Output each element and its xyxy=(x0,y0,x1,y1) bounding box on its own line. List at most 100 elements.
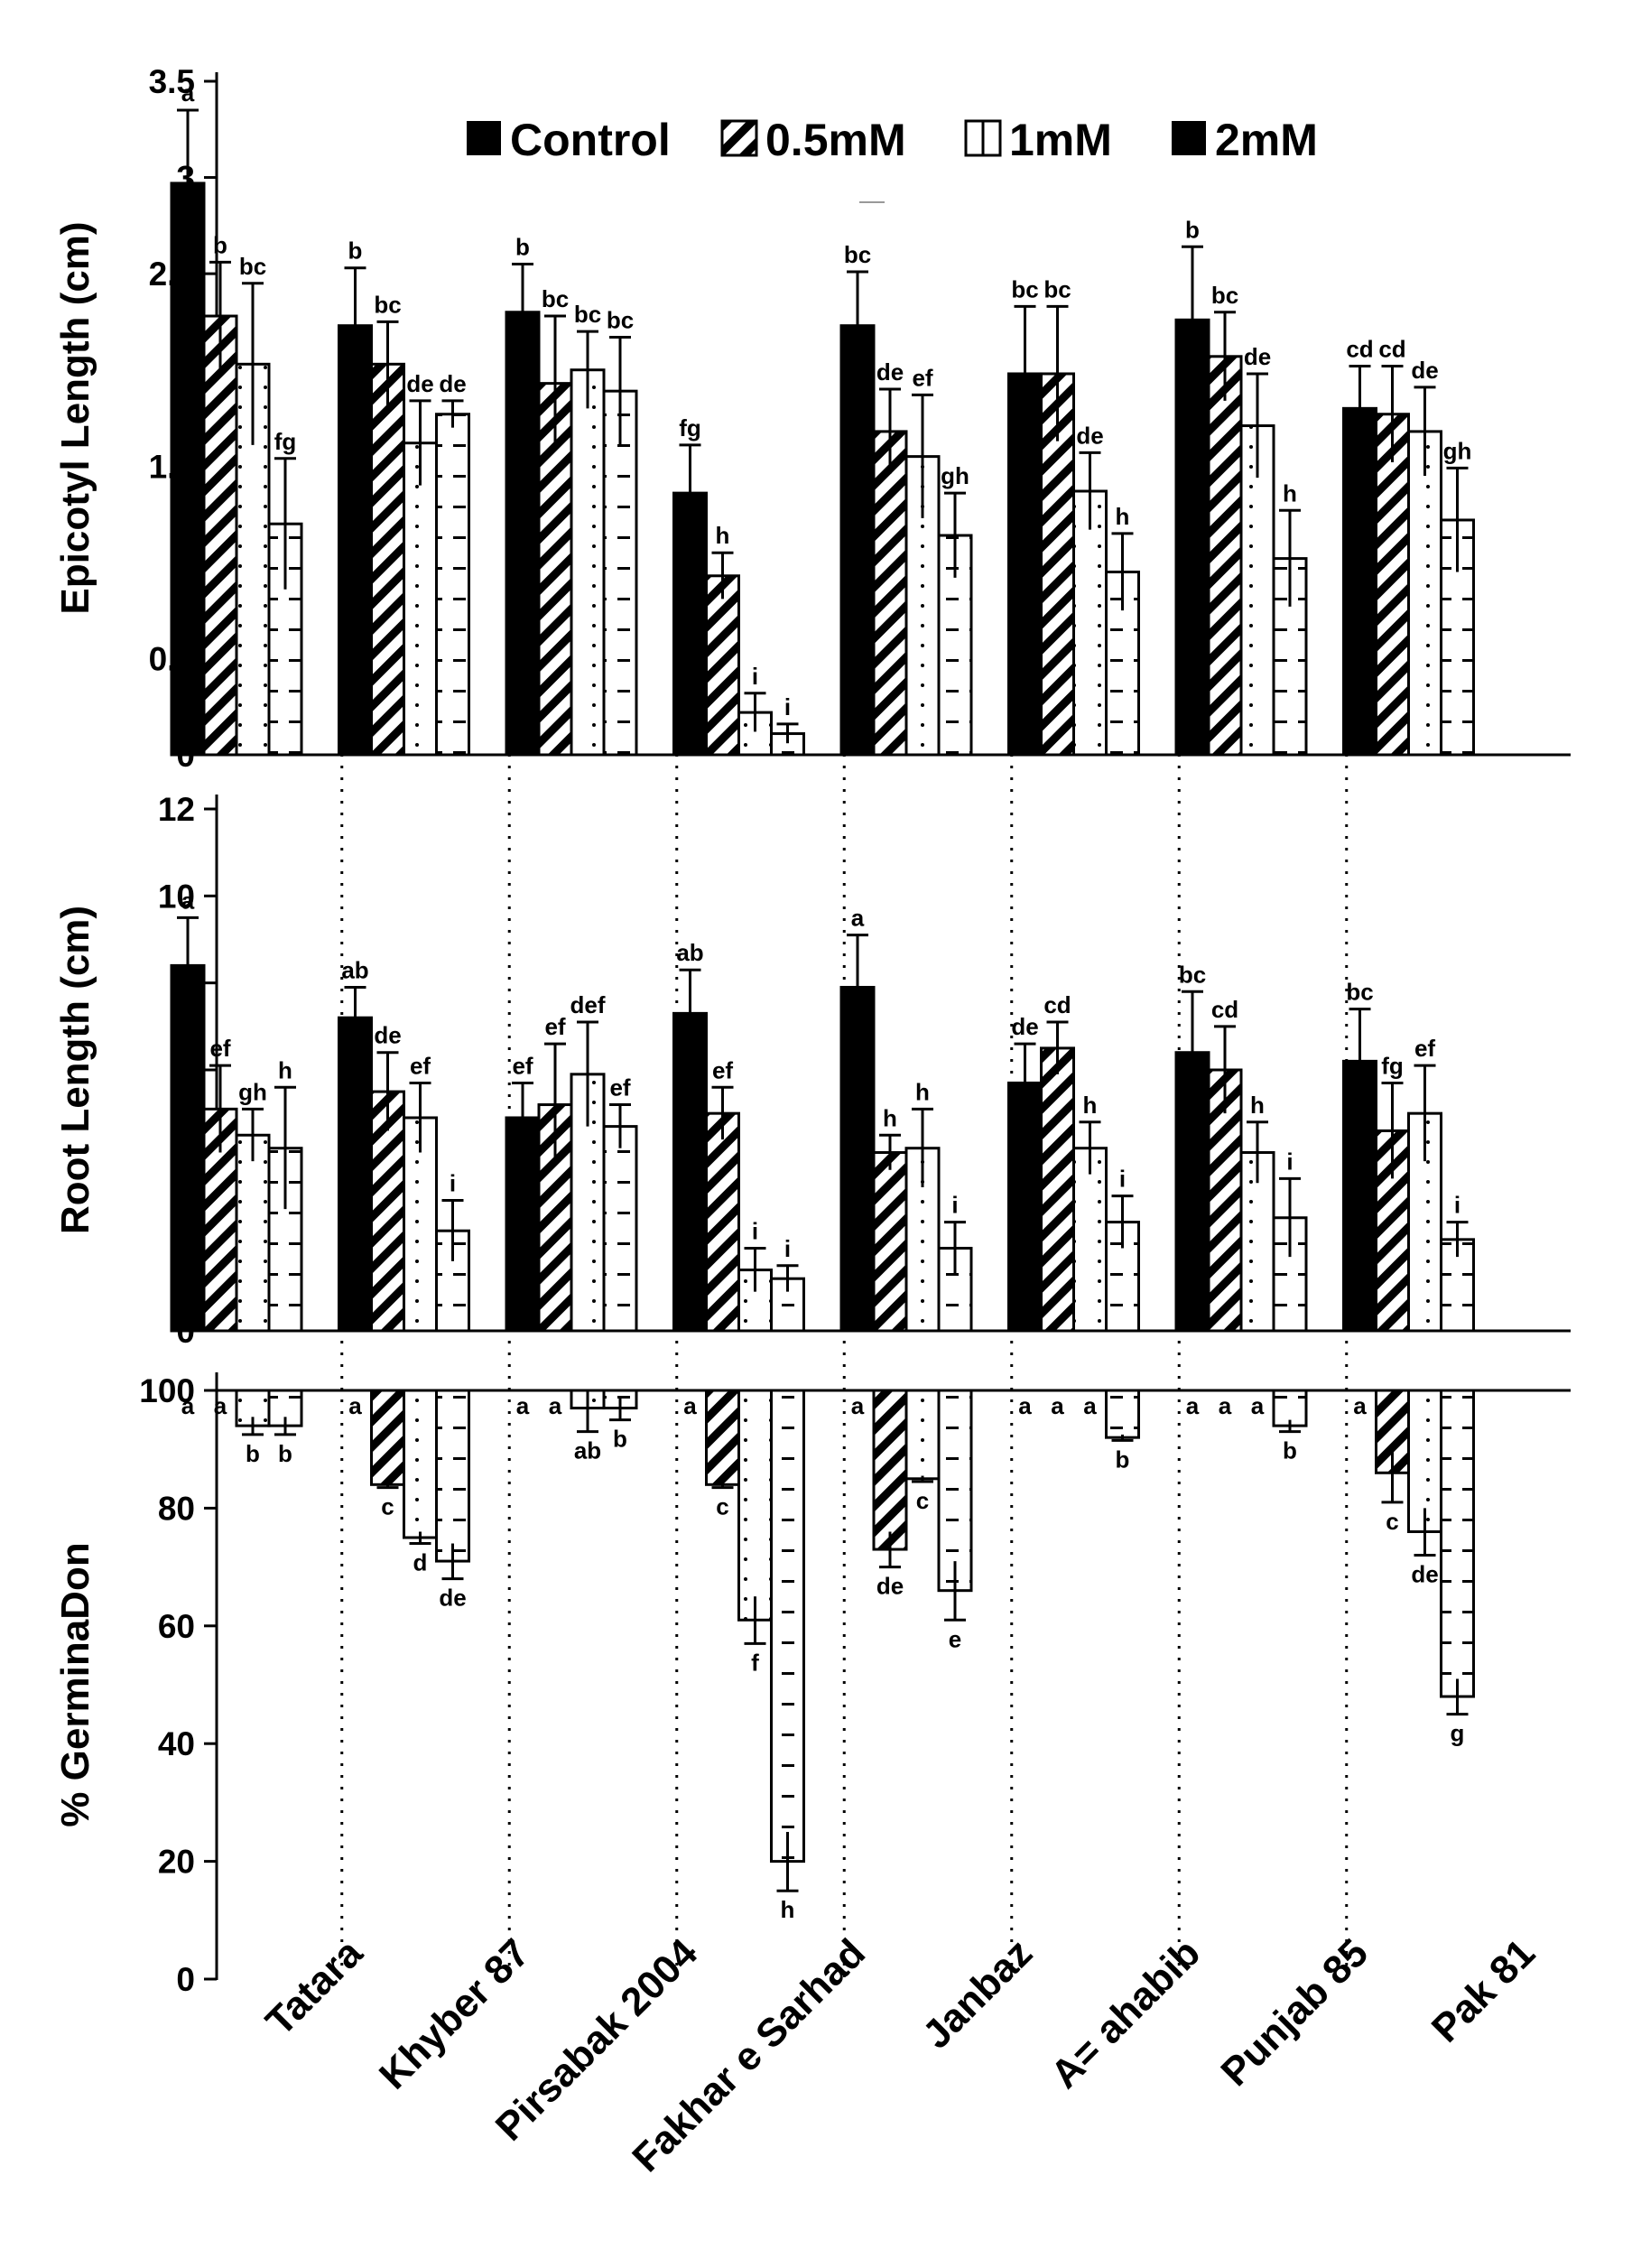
sig-letter-epicotyl-1-7: cd xyxy=(1378,335,1405,362)
sig-letter-root-3-6: i xyxy=(1286,1148,1293,1175)
x-category-label-5: Janbaz xyxy=(914,1930,1041,2057)
sig-letter-epicotyl-3-7: gh xyxy=(1443,437,1472,464)
sig-letter-germination-3-3: h xyxy=(781,1896,795,1923)
sig-letter-epicotyl-0-3: fg xyxy=(679,414,701,442)
sig-letter-root-1-7: fg xyxy=(1381,1052,1404,1079)
sig-letter-epicotyl-0-0: a xyxy=(181,79,195,107)
bar-epicotyl-1-3 xyxy=(705,574,740,757)
bar-epicotyl-2-1 xyxy=(403,442,438,757)
sig-letter-root-3-7: i xyxy=(1454,1192,1460,1219)
bar-germination-3-7 xyxy=(1440,1389,1475,1698)
bar-epicotyl-1-7 xyxy=(1375,413,1410,757)
bar-epicotyl-0-7 xyxy=(1342,406,1377,757)
sig-letter-epicotyl-2-3: i xyxy=(752,663,758,690)
sig-letter-germination-2-5: a xyxy=(1083,1392,1097,1419)
sig-letter-germination-1-6: a xyxy=(1219,1392,1232,1419)
y-tick-label-germination-3: 60 xyxy=(158,1608,195,1645)
bar-epicotyl-1-4 xyxy=(872,430,908,757)
bar-root-0-1 xyxy=(338,1016,373,1333)
sig-letter-root-1-2: ef xyxy=(544,1013,565,1040)
y-tick-label-root-6: 12 xyxy=(158,791,195,828)
legend-item-0-5mm: 0.5mM xyxy=(720,115,906,165)
sig-letter-germination-1-4: de xyxy=(876,1573,904,1600)
legend: Control 0.5mM 1mM 2mM xyxy=(467,115,1318,203)
sig-letter-germination-0-6: a xyxy=(1186,1392,1200,1419)
sig-letter-root-1-1: de xyxy=(374,1022,401,1049)
bar-germination-1-3 xyxy=(705,1389,740,1486)
sig-letter-epicotyl-1-0: b xyxy=(213,231,227,258)
bar-root-3-2 xyxy=(602,1125,638,1333)
bar-epicotyl-0-4 xyxy=(839,324,876,757)
sig-letter-root-1-5: cd xyxy=(1043,991,1071,1018)
bar-root-1-4 xyxy=(872,1151,908,1333)
sig-letter-germination-2-3: f xyxy=(751,1649,759,1676)
y-axis-label-root: Root Length (cm) xyxy=(53,906,97,1234)
sig-letter-epicotyl-0-4: bc xyxy=(844,241,871,268)
bar-germination-3-5 xyxy=(1105,1389,1140,1439)
sig-letter-root-0-7: bc xyxy=(1346,979,1373,1006)
x-category-label-8: Pak 81 xyxy=(1423,1930,1544,2050)
sig-letter-epicotyl-3-0: fg xyxy=(274,428,297,455)
sig-letter-germination-0-1: a xyxy=(348,1392,362,1419)
x-category-label-6: A= ahabib xyxy=(1043,1930,1209,2096)
sig-letter-epicotyl-1-6: bc xyxy=(1211,282,1238,309)
sig-letter-root-3-0: h xyxy=(278,1056,292,1083)
bar-epicotyl-0-2 xyxy=(505,311,541,757)
bar-root-2-1 xyxy=(403,1116,438,1333)
sig-letter-germination-0-3: a xyxy=(683,1392,697,1419)
sig-letter-epicotyl-3-3: i xyxy=(784,693,791,720)
sig-letter-epicotyl-0-7: cd xyxy=(1346,335,1373,362)
sig-letter-germination-3-0: b xyxy=(278,1440,292,1467)
sig-letter-epicotyl-1-3: h xyxy=(716,522,730,549)
bar-germination-3-4 xyxy=(937,1389,973,1593)
bar-germination-1-4 xyxy=(872,1389,908,1551)
legend-item-1mm: 1mM xyxy=(964,115,1112,165)
sig-letter-root-2-2: def xyxy=(570,991,606,1018)
sig-letter-root-1-0: ef xyxy=(209,1035,230,1062)
sig-letter-germination-0-2: a xyxy=(516,1392,530,1419)
sig-letter-germination-3-2: b xyxy=(613,1426,627,1453)
sig-letter-epicotyl-3-4: gh xyxy=(941,462,969,489)
bar-epicotyl-2-2 xyxy=(570,368,606,757)
sig-letter-epicotyl-1-2: bc xyxy=(542,285,569,312)
sig-letter-epicotyl-1-4: de xyxy=(876,358,904,386)
sig-letter-germination-0-5: a xyxy=(1018,1392,1032,1419)
sig-letter-epicotyl-2-4: ef xyxy=(912,364,932,391)
bar-root-0-2 xyxy=(505,1116,541,1333)
sig-letter-germination-1-3: c xyxy=(716,1493,728,1520)
bar-root-3-1 xyxy=(435,1229,470,1333)
sig-letter-root-3-3: i xyxy=(784,1235,791,1262)
sig-letter-root-2-0: gh xyxy=(238,1078,267,1105)
bar-root-1-5 xyxy=(1040,1046,1075,1333)
sig-letter-root-3-4: i xyxy=(951,1192,958,1219)
legend-label-2mm: 2mM xyxy=(1215,115,1318,165)
y-tick-label-germination-2: 40 xyxy=(158,1725,195,1762)
legend-label-0-5mm: 0.5mM xyxy=(765,115,906,165)
legend-item-control: Control xyxy=(467,115,671,165)
sig-letter-germination-0-0: a xyxy=(181,1392,195,1419)
sig-letter-epicotyl-3-1: de xyxy=(439,370,466,397)
bar-root-0-3 xyxy=(672,1011,708,1333)
bar-germination-3-1 xyxy=(435,1389,470,1563)
sig-letter-epicotyl-2-0: bc xyxy=(239,253,266,280)
sig-letter-root-2-7: ef xyxy=(1414,1035,1435,1062)
bar-epicotyl-2-5 xyxy=(1072,489,1108,757)
sig-letter-root-1-4: h xyxy=(883,1104,897,1131)
bar-epicotyl-1-6 xyxy=(1207,355,1243,757)
bar-epicotyl-0-0 xyxy=(170,181,206,757)
sig-letter-germination-3-7: g xyxy=(1451,1720,1465,1747)
sig-letter-root-0-4: a xyxy=(851,905,865,932)
bar-root-2-0 xyxy=(235,1133,271,1333)
sig-letter-root-2-1: ef xyxy=(410,1052,431,1079)
sig-letter-germination-2-4: c xyxy=(916,1487,929,1514)
sig-letter-germination-3-4: e xyxy=(949,1625,961,1652)
sig-letter-epicotyl-0-6: b xyxy=(1185,216,1200,243)
bar-root-2-5 xyxy=(1072,1147,1108,1333)
sig-letter-root-0-6: bc xyxy=(1179,961,1206,988)
legend-label-1mm: 1mM xyxy=(1009,115,1112,165)
sig-letter-germination-2-2: ab xyxy=(574,1437,601,1464)
bar-epicotyl-2-7 xyxy=(1407,430,1442,757)
